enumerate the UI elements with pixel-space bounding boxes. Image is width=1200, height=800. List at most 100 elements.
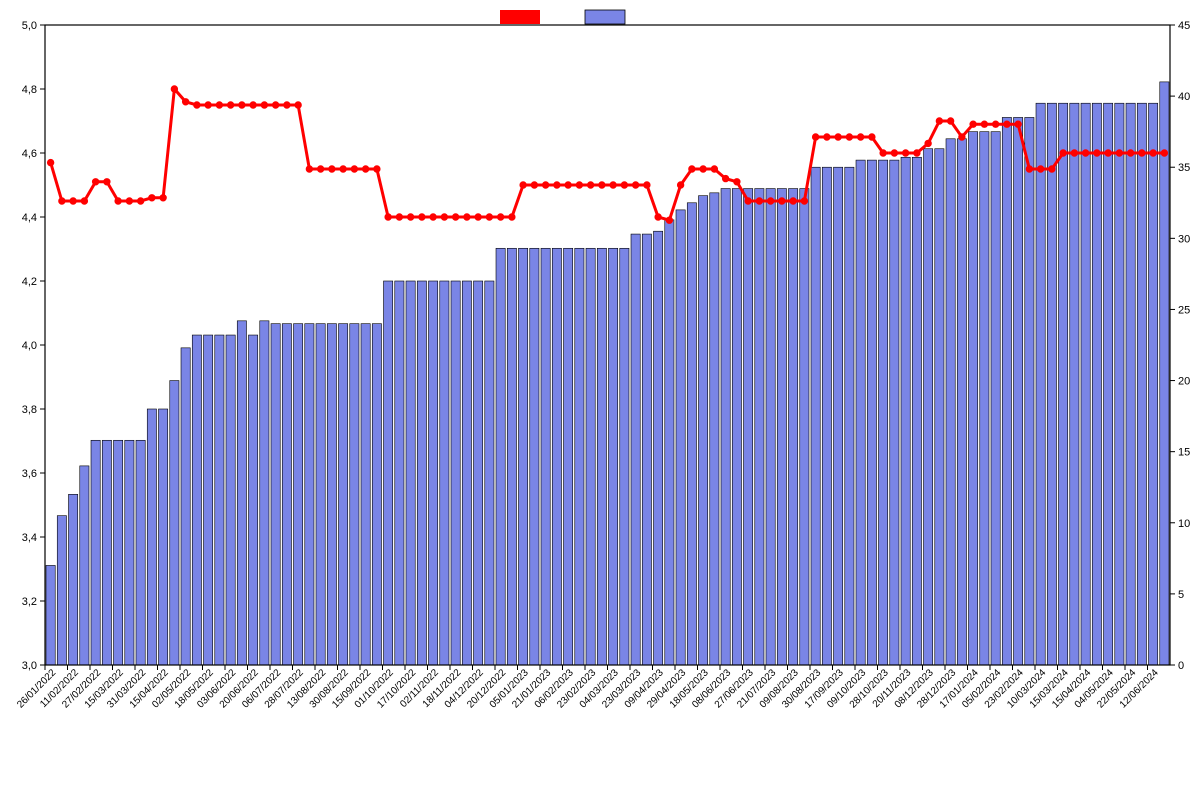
line-marker bbox=[700, 166, 706, 172]
bar bbox=[485, 281, 494, 665]
bar bbox=[384, 281, 393, 665]
bar bbox=[834, 167, 843, 665]
bar bbox=[1092, 103, 1101, 665]
bar bbox=[620, 248, 629, 665]
line-marker bbox=[824, 134, 830, 140]
line-marker bbox=[880, 150, 886, 156]
bar bbox=[732, 189, 741, 665]
bar bbox=[867, 160, 876, 665]
line-marker bbox=[936, 118, 942, 124]
y-left-tick-label: 4,4 bbox=[22, 212, 37, 224]
bar bbox=[474, 281, 483, 665]
line-marker bbox=[194, 102, 200, 108]
line-marker bbox=[554, 182, 560, 188]
bar bbox=[181, 348, 190, 665]
line-marker bbox=[126, 198, 132, 204]
bar bbox=[1047, 103, 1056, 665]
line-marker bbox=[587, 182, 593, 188]
bar bbox=[631, 234, 640, 665]
y-left-tick-label: 3,6 bbox=[22, 468, 37, 480]
line-marker bbox=[115, 198, 121, 204]
bar bbox=[710, 193, 719, 665]
bar bbox=[125, 440, 134, 665]
bar bbox=[249, 335, 258, 665]
bar bbox=[114, 440, 123, 665]
bar bbox=[1036, 103, 1045, 665]
line-marker bbox=[1049, 166, 1055, 172]
bar bbox=[766, 189, 775, 665]
y-left-tick-label: 4,6 bbox=[22, 148, 37, 160]
bar bbox=[294, 324, 303, 665]
line-marker bbox=[70, 198, 76, 204]
bar bbox=[451, 281, 460, 665]
bar bbox=[777, 189, 786, 665]
bar bbox=[541, 248, 550, 665]
line-marker bbox=[81, 198, 87, 204]
line-marker bbox=[947, 118, 953, 124]
line-marker bbox=[104, 179, 110, 185]
bar bbox=[991, 132, 1000, 665]
bar bbox=[69, 494, 78, 665]
y-left-tick-label: 3,0 bbox=[22, 660, 37, 672]
line-marker bbox=[362, 166, 368, 172]
chart-svg: 3,03,23,43,63,84,04,24,44,64,85,00510152… bbox=[0, 0, 1200, 800]
y-right-tick-label: 20 bbox=[1178, 376, 1190, 388]
line-marker bbox=[531, 182, 537, 188]
line-marker bbox=[1026, 166, 1032, 172]
line-marker bbox=[396, 214, 402, 220]
line-marker bbox=[970, 121, 976, 127]
y-left-tick-label: 4,8 bbox=[22, 84, 37, 96]
line-marker bbox=[407, 214, 413, 220]
line-marker bbox=[959, 134, 965, 140]
bar bbox=[462, 281, 471, 665]
line-marker bbox=[306, 166, 312, 172]
bar bbox=[654, 231, 663, 665]
bar bbox=[1115, 103, 1124, 665]
bar bbox=[327, 324, 336, 665]
bar bbox=[879, 160, 888, 665]
bar bbox=[204, 335, 213, 665]
line-marker bbox=[835, 134, 841, 140]
line-marker bbox=[239, 102, 245, 108]
line-marker bbox=[677, 182, 683, 188]
bar bbox=[496, 248, 505, 665]
line-marker bbox=[340, 166, 346, 172]
bar bbox=[980, 132, 989, 665]
y-right-tick-label: 0 bbox=[1178, 660, 1184, 672]
line-marker bbox=[272, 102, 278, 108]
line-marker bbox=[599, 182, 605, 188]
line-marker bbox=[1161, 150, 1167, 156]
line-marker bbox=[981, 121, 987, 127]
bar bbox=[912, 157, 921, 665]
bar bbox=[789, 189, 798, 665]
line-marker bbox=[1116, 150, 1122, 156]
line-marker bbox=[1037, 166, 1043, 172]
bar bbox=[811, 167, 820, 665]
line-marker bbox=[542, 182, 548, 188]
y-left-tick-label: 3,8 bbox=[22, 404, 37, 416]
bar bbox=[800, 189, 809, 665]
bar bbox=[237, 321, 246, 665]
bar bbox=[721, 189, 730, 665]
bar bbox=[440, 281, 449, 665]
bar bbox=[687, 203, 696, 665]
bar bbox=[170, 381, 179, 665]
legend-swatch-line bbox=[500, 10, 540, 24]
line-marker bbox=[317, 166, 323, 172]
line-marker bbox=[47, 159, 53, 165]
line-marker bbox=[1105, 150, 1111, 156]
line-marker bbox=[722, 175, 728, 181]
line-marker bbox=[261, 102, 267, 108]
bar bbox=[969, 132, 978, 665]
bar bbox=[1081, 103, 1090, 665]
line-marker bbox=[441, 214, 447, 220]
line-marker bbox=[756, 198, 762, 204]
line-marker bbox=[171, 86, 177, 92]
bar bbox=[339, 324, 348, 665]
line-marker bbox=[1082, 150, 1088, 156]
bar bbox=[159, 409, 168, 665]
y-left-tick-label: 4,2 bbox=[22, 276, 37, 288]
bar bbox=[271, 324, 280, 665]
bar bbox=[305, 324, 314, 665]
line-marker bbox=[767, 198, 773, 204]
